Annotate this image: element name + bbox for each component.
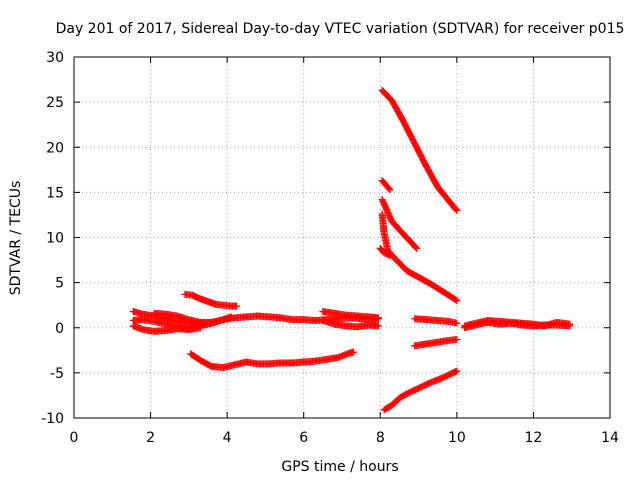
y-tick-label: 10 xyxy=(46,231,64,247)
x-axis-label: GPS time / hours xyxy=(281,459,398,475)
data-point xyxy=(374,322,382,330)
data-series xyxy=(461,317,574,330)
y-tick-label: 0 xyxy=(55,321,64,337)
data-point xyxy=(227,313,235,321)
data-point xyxy=(385,185,393,193)
chart-title: Day 201 of 2017, Sidereal Day-to-day VTE… xyxy=(56,21,625,37)
axis-ticks: 0 2 4 6 8 10 12 14 -10 -5 0 5 10 15 20 25 30 xyxy=(41,50,619,446)
x-tick-label: 14 xyxy=(601,430,619,446)
y-axis-label: SDTVAR / TECUs xyxy=(8,181,24,296)
y-tick-label: 20 xyxy=(46,140,64,156)
data-series xyxy=(411,335,461,350)
data-point xyxy=(453,367,461,375)
data-point xyxy=(384,251,392,259)
x-tick-label: 0 xyxy=(70,430,79,446)
data-point xyxy=(233,302,241,310)
data-point xyxy=(452,205,460,213)
data-point xyxy=(374,314,382,322)
y-tick-label: -5 xyxy=(50,366,64,382)
data-point xyxy=(453,319,461,327)
data-points xyxy=(129,86,574,414)
x-tick-label: 12 xyxy=(525,430,543,446)
data-point xyxy=(453,297,461,305)
x-tick-label: 2 xyxy=(146,430,155,446)
data-point xyxy=(453,206,461,214)
data-series xyxy=(378,210,461,305)
data-point xyxy=(349,348,357,356)
y-tick-label: -10 xyxy=(41,411,64,427)
data-series xyxy=(378,196,421,252)
data-series xyxy=(380,367,461,414)
data-series xyxy=(319,308,382,322)
data-series xyxy=(319,317,382,331)
data-series xyxy=(411,315,461,327)
data-point xyxy=(566,320,574,328)
y-tick-label: 25 xyxy=(46,95,64,111)
data-point xyxy=(413,244,421,252)
data-point xyxy=(386,252,394,260)
x-tick-label: 10 xyxy=(448,430,466,446)
y-tick-label: 5 xyxy=(55,276,64,292)
data-point xyxy=(386,186,394,194)
data-point xyxy=(453,335,461,343)
data-series xyxy=(376,244,394,260)
data-point xyxy=(208,318,216,326)
data-series xyxy=(181,290,241,310)
data-point xyxy=(452,296,460,304)
data-series xyxy=(378,86,461,214)
data-point xyxy=(412,243,420,251)
y-tick-label: 15 xyxy=(46,185,64,201)
x-tick-label: 6 xyxy=(299,430,308,446)
data-series xyxy=(129,322,204,335)
data-series xyxy=(187,348,357,371)
x-tick-label: 4 xyxy=(223,430,232,446)
data-series xyxy=(378,177,394,194)
y-tick-label: 30 xyxy=(46,50,64,66)
data-series xyxy=(150,309,216,326)
x-tick-label: 8 xyxy=(376,430,385,446)
